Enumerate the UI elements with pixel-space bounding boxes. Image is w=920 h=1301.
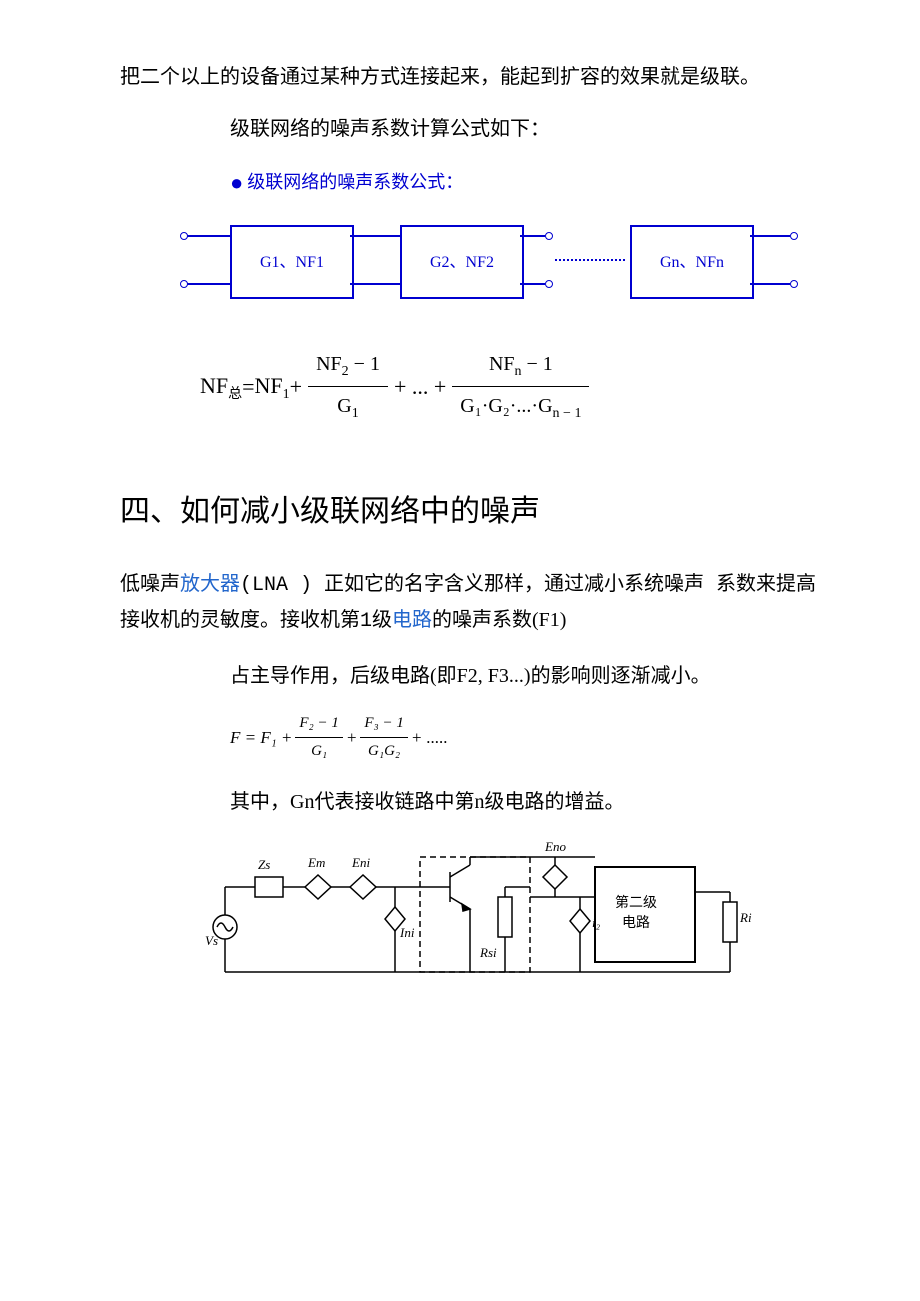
label-eno: Eno	[544, 839, 566, 854]
paragraph-formula-intro: 级联网络的噪声系数计算公式如下：	[230, 112, 820, 146]
stage-box-n: Gn、NFn	[630, 225, 754, 299]
formula-friis: F = F₁ + F₂ − 1 G₁ + F₃ − 1 G₁G₂ + .....	[230, 711, 820, 765]
formula-cascade-nf: NF总 = NF1 + NF2 − 1 G1 + ... + NFn − 1 G…	[200, 347, 820, 426]
circuit-diagram: Vs Zs Em Eni Ini Eno i₂ Rsi Ri 第二级 电路	[200, 837, 760, 997]
label-stage2-l1: 第二级	[615, 894, 657, 911]
cascade-title: ●级联网络的噪声系数公式：	[230, 164, 820, 201]
stage-box-1: G1、NF1	[230, 225, 354, 299]
stage-box-2: G2、NF2	[400, 225, 524, 299]
paragraph-gn: 其中，Gn代表接收链路中第n级电路的增益。	[230, 785, 820, 819]
paragraph-dominant: 占主导作用，后级电路(即F2, F3...)的影响则逐渐减小。	[230, 659, 820, 693]
paragraph-intro: 把二个以上的设备通过某种方式连接起来，能起到扩容的效果就是级联。	[120, 60, 820, 94]
label-eni: Eni	[351, 855, 370, 870]
label-i2: i₂	[592, 915, 601, 930]
label-stage2-l2: 电路	[622, 915, 650, 931]
bullet-icon: ●	[230, 170, 243, 195]
label-ini: Ini	[399, 925, 415, 940]
label-vs: Vs	[205, 933, 218, 948]
cascade-diagram: G1、NF1 G2、NF2 Gn、NFn	[180, 207, 800, 317]
label-em: Em	[307, 855, 325, 870]
circuit-link[interactable]: 电路	[392, 609, 432, 631]
label-rsi: Rsi	[479, 945, 497, 960]
paragraph-lna: 低噪声放大器(LNA ) 正如它的名字含义那样，通过减小系统噪声 系数来提高接收…	[120, 567, 820, 639]
label-zs: Zs	[258, 857, 270, 872]
section-heading: 四、如何减小级联网络中的噪声	[120, 486, 820, 537]
label-ri: Ri	[739, 910, 752, 925]
amplifier-link[interactable]: 放大器	[180, 573, 240, 595]
